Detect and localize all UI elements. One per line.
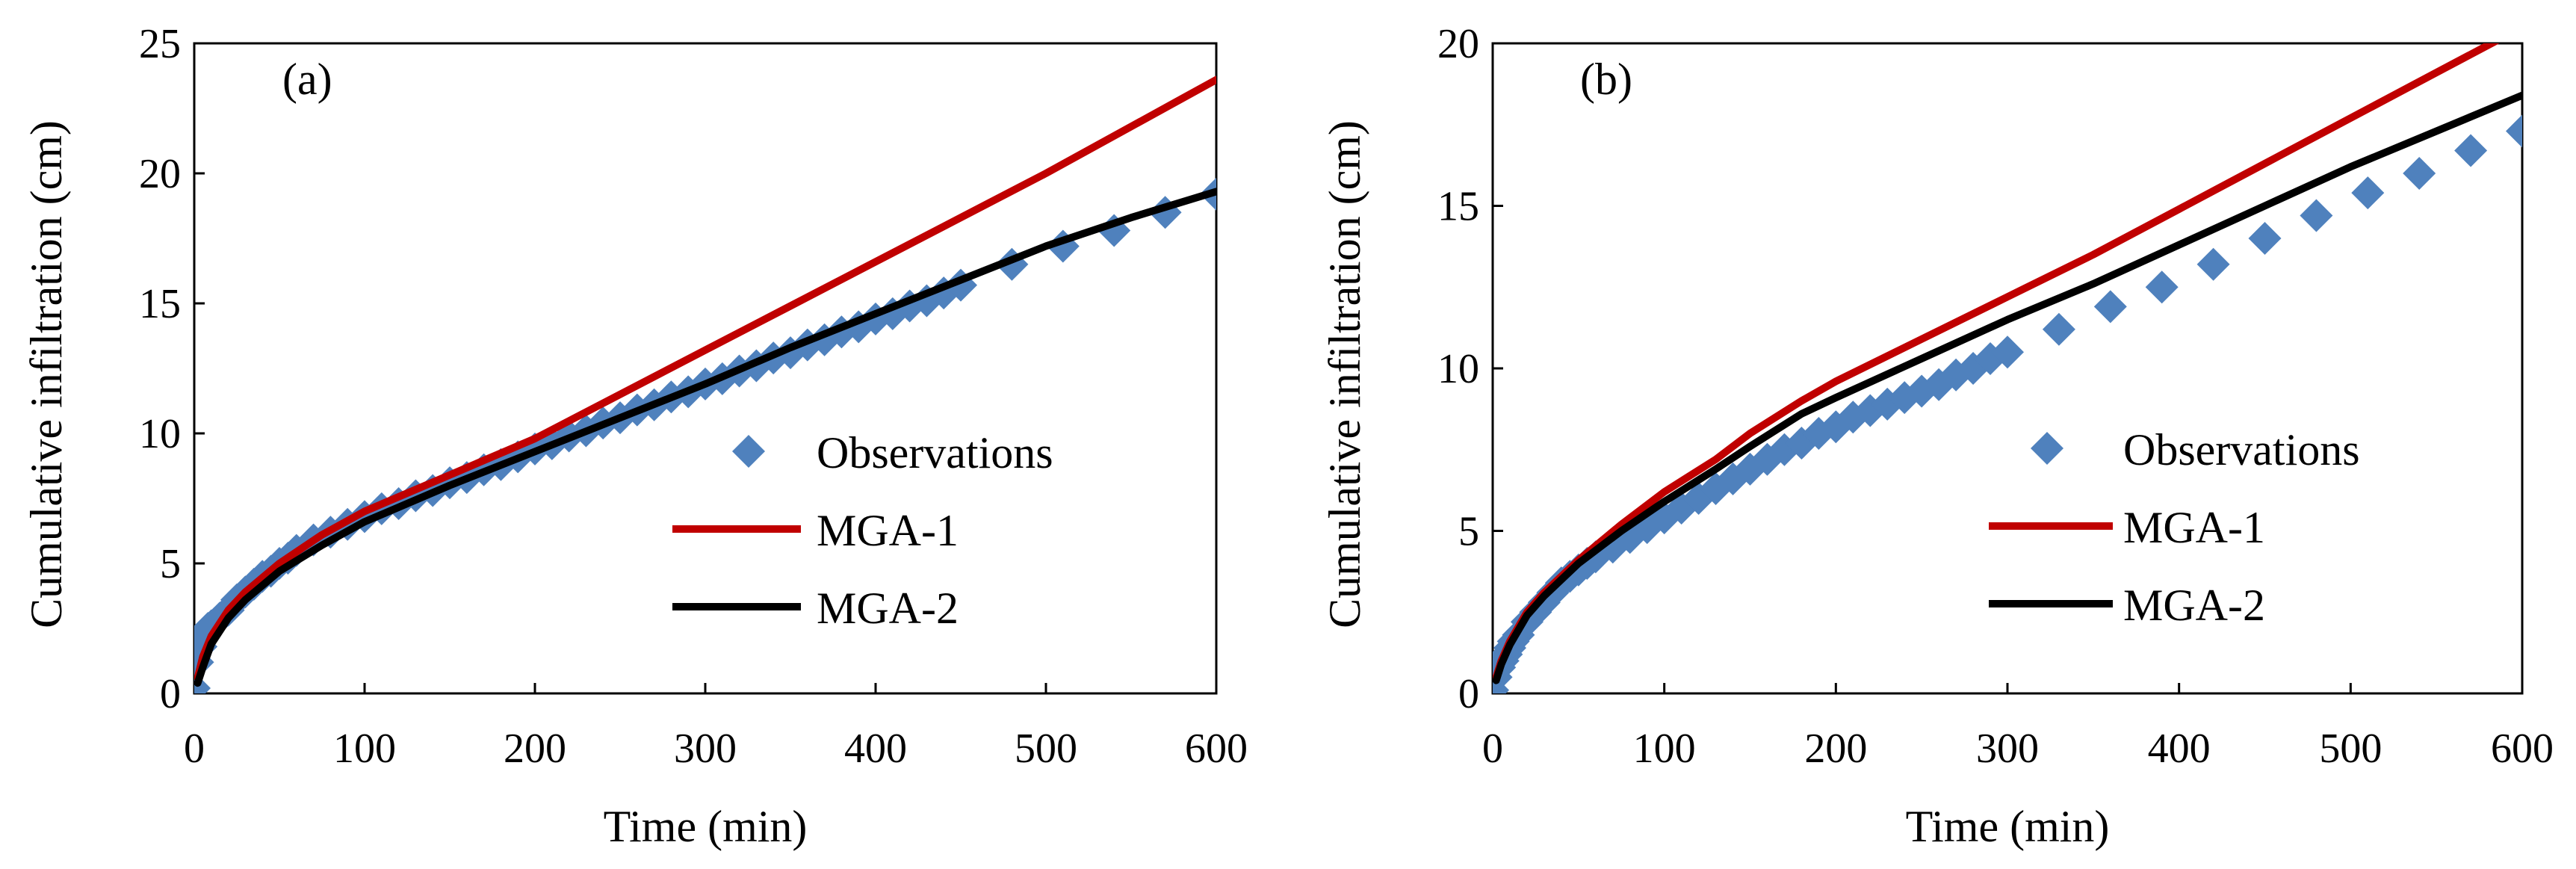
- observation-point: [2454, 134, 2488, 167]
- y-tick-label: 5: [1458, 509, 1479, 555]
- observation-point: [2403, 157, 2436, 190]
- y-tick-label: 10: [139, 411, 181, 457]
- panel-label: (b): [1580, 55, 1632, 104]
- y-tick-label: 15: [1437, 184, 1479, 230]
- plot-area: [194, 75, 1216, 693]
- x-tick-label: 100: [1633, 726, 1696, 772]
- x-tick-label: 300: [674, 726, 737, 772]
- plot-area: [1493, 43, 2522, 693]
- x-tick-label: 0: [1482, 726, 1503, 772]
- x-axis-label: Time (min): [604, 802, 808, 851]
- observation-point: [2248, 222, 2282, 255]
- y-tick-label: 15: [139, 281, 181, 327]
- observation-point: [2351, 176, 2385, 210]
- y-tick-label: 20: [1437, 21, 1479, 67]
- observation-point: [2145, 270, 2179, 304]
- legend-label: MGA-2: [817, 584, 959, 633]
- observation-point: [1991, 335, 2024, 369]
- y-tick-label: 0: [160, 671, 181, 717]
- legend-label: Observations: [2123, 425, 2360, 474]
- x-tick-label: 500: [2319, 726, 2382, 772]
- legend-marker-observations: [732, 435, 765, 468]
- x-tick-label: 200: [504, 726, 566, 772]
- x-tick-label: 0: [184, 726, 205, 772]
- legend-label: MGA-2: [2123, 581, 2265, 630]
- legend-label: Observations: [817, 428, 1053, 477]
- y-tick-label: 25: [139, 21, 181, 67]
- observation-point: [2196, 247, 2230, 281]
- y-axis-label: Cumulative infiltration (cm): [1320, 120, 1369, 628]
- observation-point: [2300, 199, 2333, 232]
- mga2-line: [194, 188, 1216, 687]
- x-tick-label: 300: [1976, 726, 2039, 772]
- observation-point: [2093, 290, 2127, 324]
- y-tick-label: 10: [1437, 346, 1479, 392]
- x-axis-label: Time (min): [1906, 802, 2110, 851]
- panel-a: 0 5 10 15 20 25 0 100 200 300 400 500 600 Time (min) C…: [22, 21, 1248, 851]
- x-tick-label: 200: [1804, 726, 1867, 772]
- y-tick-label: 5: [160, 541, 181, 587]
- x-tick-label: 600: [2491, 726, 2554, 772]
- y-tick-label: 0: [1458, 671, 1479, 717]
- x-tick-label: 500: [1015, 726, 1077, 772]
- y-tick-label: 20: [139, 151, 181, 197]
- x-tick-label: 100: [333, 726, 396, 772]
- y-axis-label: Cumulative infiltration (cm): [22, 120, 71, 628]
- x-tick-label: 400: [2148, 726, 2211, 772]
- observation-point: [2506, 114, 2522, 148]
- x-tick-label: 400: [844, 726, 907, 772]
- legend-label: MGA-1: [817, 506, 959, 555]
- mga2-line: [1493, 91, 2522, 684]
- x-tick-label: 600: [1185, 726, 1248, 772]
- mga1-line: [194, 75, 1216, 682]
- legend-marker-observations: [2031, 432, 2063, 465]
- observation-point: [2042, 312, 2075, 346]
- panel-label: (a): [282, 55, 332, 104]
- legend: Observations MGA-1 MGA-2: [1989, 425, 2360, 630]
- legend: Observations MGA-1 MGA-2: [672, 428, 1053, 633]
- legend-label: MGA-1: [2123, 503, 2265, 552]
